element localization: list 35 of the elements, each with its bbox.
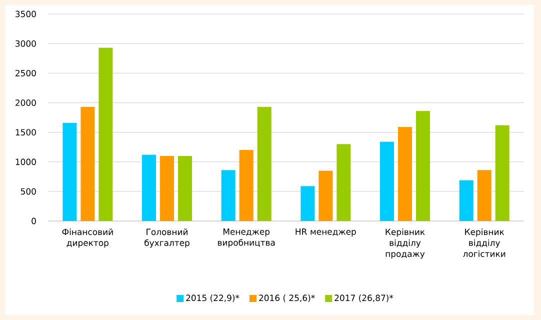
bar [380,142,394,221]
x-tick-label: Фінансовий директор [62,228,113,248]
y-tick-label: 500 [20,188,36,195]
x-tick-label: HR менеджер [296,228,356,236]
bar [178,156,192,221]
bar [98,48,113,221]
x-tick-label: Головний бухгалтер [144,228,190,248]
bar [239,150,254,221]
bar [62,122,77,221]
y-tick-label: 1000 [16,158,36,166]
x-tick-label: Керівник відділу логістики [463,228,506,257]
bar [416,110,430,221]
legend-label: 2015 (22,9)* [186,294,240,302]
x-tick-label: Менеджер виробництва [218,228,275,248]
y-tick-label: 1500 [16,129,36,136]
bar [142,154,156,221]
bar [221,170,236,221]
y-tick-label: 2000 [16,100,36,106]
bar [477,170,492,221]
legend-label: 2017 (26,87)* [334,294,394,302]
bar [318,170,333,221]
y-tick-label: 3000 [16,40,36,47]
bar [495,125,510,221]
bar [398,126,412,221]
y-tick-label: 0 [32,218,36,224]
bar [257,106,272,221]
bar [300,186,315,221]
y-tick-label: 2500 [16,70,36,76]
bar [160,156,174,221]
bar [80,106,95,221]
bar [459,180,474,221]
bar [336,144,351,221]
legend-label: 2016 ( 25,6)* [259,294,315,302]
x-tick-label: Керівник відділу продажу [386,228,425,259]
y-tick-label: 3500 [16,10,36,18]
